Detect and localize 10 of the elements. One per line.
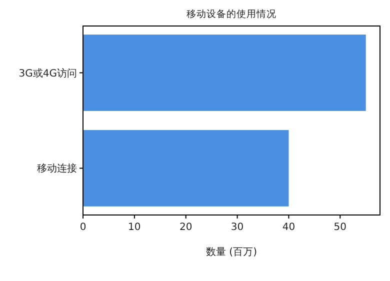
x-tick-label: 50 — [334, 222, 347, 233]
x-tick-label: 30 — [230, 222, 244, 233]
x-tick-label: 40 — [282, 222, 296, 233]
y-tick-label: 移动连接 — [37, 162, 77, 175]
x-tick-label: 0 — [80, 222, 86, 233]
x-tick-label: 10 — [128, 222, 141, 233]
y-tick-label: 3G或4G访问 — [18, 67, 77, 80]
x-tick-label: 20 — [179, 222, 192, 233]
chart-title: 移动设备的使用情况 — [186, 8, 276, 20]
x-axis-title: 数量 (百万) — [206, 247, 258, 258]
